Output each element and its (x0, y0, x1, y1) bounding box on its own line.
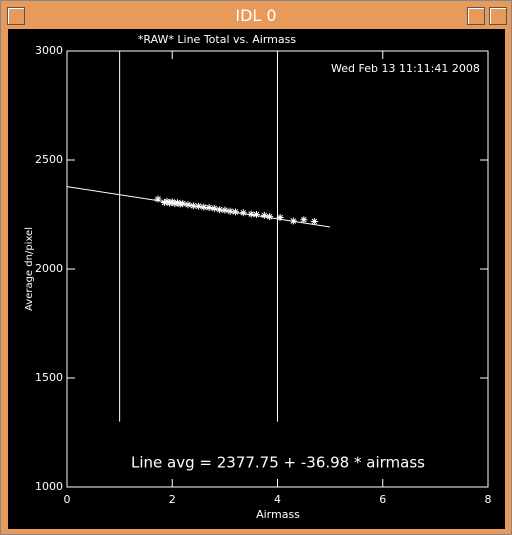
data-point (239, 209, 247, 217)
data-point (179, 200, 187, 208)
y-axis-label: Average dn/pixel (24, 227, 35, 311)
window-title: IDL 0 (235, 6, 277, 25)
data-point (200, 203, 208, 211)
data-point (168, 198, 176, 206)
data-point (195, 202, 203, 210)
data-point (184, 201, 192, 209)
data-point (310, 217, 318, 225)
chart: *RAW* Line Total vs. Airmass Wed Feb 13 … (8, 29, 505, 529)
data-point (260, 211, 268, 219)
data-point (216, 206, 224, 214)
x-tick-label: 8 (485, 493, 492, 506)
y-tick-label: 2500 (35, 153, 63, 166)
date-stamp: Wed Feb 13 11:11:41 2008 (331, 62, 480, 75)
data-point (160, 199, 168, 207)
x-axis-label: Airmass (256, 508, 300, 521)
window-menu-button[interactable] (7, 7, 25, 25)
y-tick-label: 1000 (35, 480, 63, 493)
data-point (226, 207, 234, 215)
data-point (205, 204, 213, 212)
data-point (210, 204, 218, 212)
fit-annotation: Line avg = 2377.75 + -36.98 * airmass (131, 454, 425, 472)
data-point (276, 214, 284, 222)
data-point (163, 197, 171, 205)
minimize-button[interactable] (467, 7, 485, 25)
x-tick-label: 4 (274, 493, 281, 506)
data-point (247, 210, 255, 218)
data-point (171, 200, 179, 208)
data-point (266, 213, 274, 221)
title-bar: IDL 0 (1, 1, 511, 29)
data-point (189, 202, 197, 210)
data-point (300, 216, 308, 224)
data-point (231, 208, 239, 216)
y-tick-label: 1500 (35, 371, 63, 384)
chart-title: *RAW* Line Total vs. Airmass (138, 33, 296, 46)
x-tick-label: 0 (64, 493, 71, 506)
x-tick-label: 6 (379, 493, 386, 506)
x-tick-label: 2 (169, 493, 176, 506)
maximize-button[interactable] (489, 7, 507, 25)
data-point (252, 211, 260, 218)
data-point (154, 195, 162, 203)
y-tick-label: 2000 (35, 262, 63, 275)
data-point (166, 199, 174, 207)
data-point (221, 206, 229, 214)
y-tick-label: 3000 (35, 44, 63, 57)
data-point (289, 217, 297, 225)
data-point (174, 199, 182, 207)
